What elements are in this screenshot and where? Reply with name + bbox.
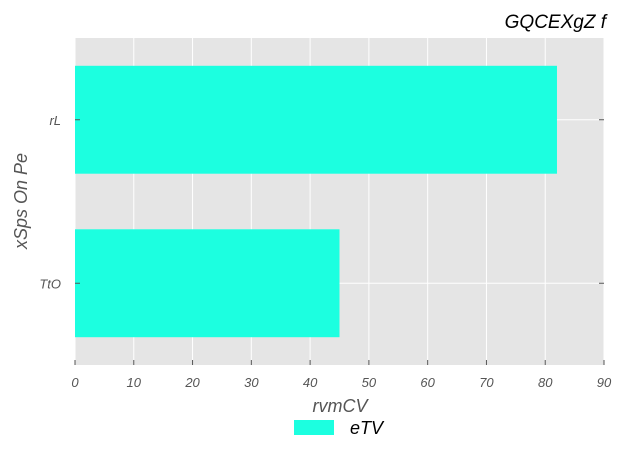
- x-tick-label: 20: [184, 375, 200, 390]
- bars: [75, 65, 557, 338]
- x-tick-label: 40: [303, 375, 318, 390]
- bar: [75, 65, 557, 174]
- x-tick-label: 90: [597, 375, 612, 390]
- x-tick-label: 70: [479, 375, 494, 390]
- x-tick-label: 0: [71, 375, 79, 390]
- chart-title: GQCEXgZ f: [505, 12, 608, 33]
- x-axis-ticks: 0 10 20 30 40 50 60 70 80 90: [71, 360, 612, 390]
- x-tick-label: 30: [244, 375, 259, 390]
- legend-swatch: [294, 420, 334, 435]
- y-axis-ticks: rL TtO: [39, 113, 604, 291]
- x-tick-label: 80: [538, 375, 553, 390]
- legend-label: eTV: [350, 418, 385, 438]
- y-tick-label: TtO: [39, 276, 61, 291]
- x-tick-label: 50: [362, 375, 377, 390]
- x-tick-label: 60: [420, 375, 435, 390]
- x-tick-label: 10: [127, 375, 142, 390]
- y-axis-label: xSps On Pe: [11, 153, 31, 250]
- x-axis-label: rvmCV: [313, 396, 370, 416]
- legend: eTV: [294, 418, 385, 438]
- y-tick-label: rL: [49, 113, 61, 128]
- bar: [75, 229, 340, 338]
